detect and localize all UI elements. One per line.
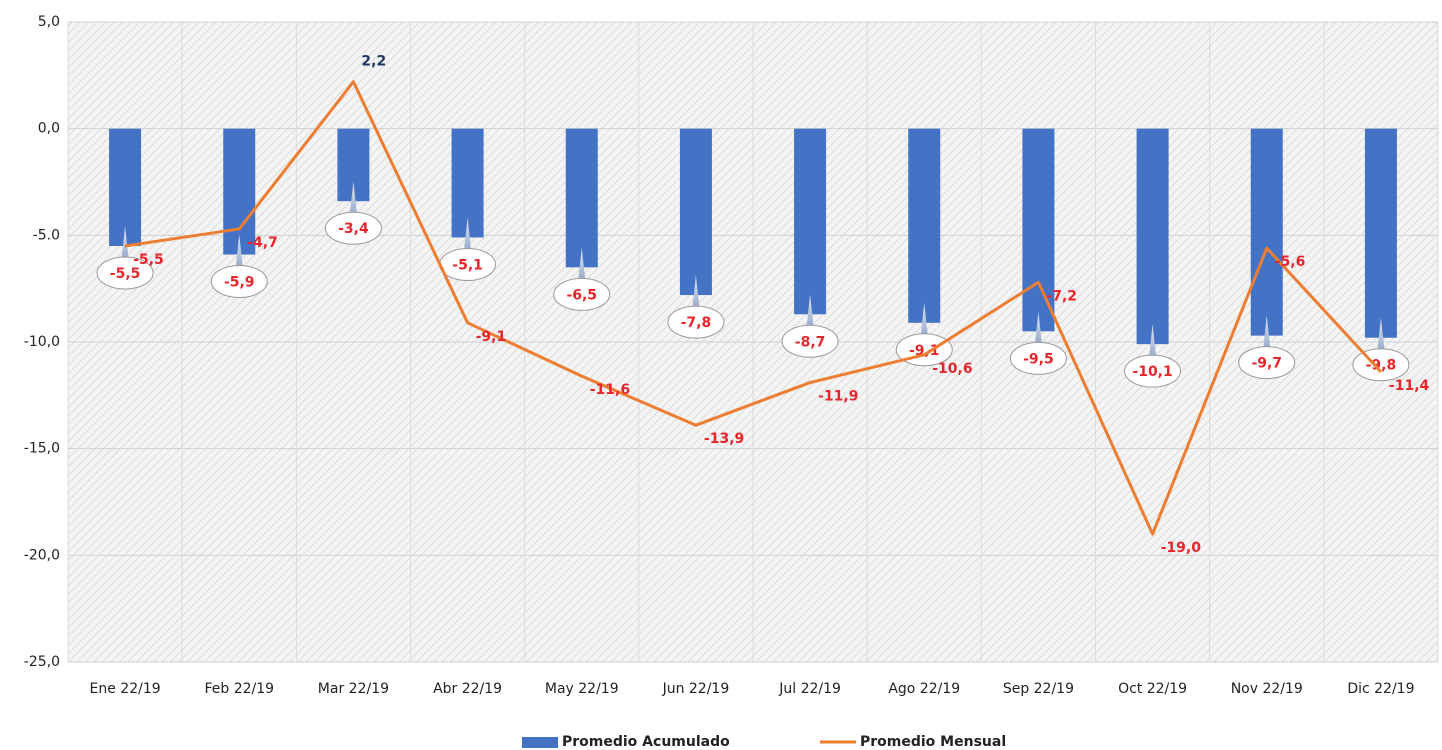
bar-value-label: -3,4 [338,221,369,237]
line-value-label: -11,6 [590,382,630,398]
y-tick-label: -10,0 [24,334,60,350]
bar [565,128,598,268]
x-tick-label: Ago 22/19 [888,681,960,697]
bar [908,128,941,323]
legend-label: Promedio Acumulado [562,734,730,750]
bar-value-label: -9,7 [1251,356,1282,372]
bar-value-label: -9,1 [909,343,940,359]
bar-value-label: -7,8 [681,315,712,331]
callout [96,256,154,290]
bar [1022,128,1055,332]
line [124,80,1383,536]
y-tick-label: -5.0 [33,227,60,243]
line-value-label: -19,0 [1161,540,1202,556]
line-value-label: -11,4 [1389,378,1430,394]
callout-spike [349,181,358,219]
callout [1009,341,1067,375]
line-value-label: -5,6 [1275,254,1306,270]
x-tick-label: Jul 22/19 [778,681,841,697]
x-tick-label: Nov 22/19 [1231,681,1303,697]
line-value-label: -13,9 [704,431,744,447]
bar-value-label: -8,7 [795,334,826,350]
line-value-label: -9,1 [476,329,507,345]
bar [1136,128,1169,345]
x-tick-label: Feb 22/19 [204,681,274,697]
x-tick-label: Ene 22/19 [90,681,161,697]
callout-spike [691,275,700,313]
bar-value-label: -6,5 [566,287,597,303]
callout [1238,346,1296,380]
line-value-label: 2,2 [361,54,386,70]
callout [210,265,268,299]
bar-value-label: -10,1 [1132,364,1172,380]
callout [781,324,839,358]
bar [223,128,256,255]
callout-spike [1262,315,1271,353]
x-tick-label: Oct 22/19 [1118,681,1187,697]
bar-value-label: -5,9 [224,275,255,291]
y-tick-label: -15,0 [24,441,60,457]
bar-value-label: -9,5 [1023,351,1054,367]
x-tick-label: Dic 22/19 [1347,681,1414,697]
y-tick-label: -25,0 [24,654,60,670]
bar [1364,128,1397,338]
line-value-label: -5,5 [133,252,164,268]
callout-spike [577,247,586,285]
callout-spike [1034,311,1043,349]
x-tick-label: Abr 22/19 [433,681,502,697]
legend-label: Promedio Mensual [860,734,1006,750]
line-value-label: -11,9 [818,389,858,405]
callout-spike [920,302,929,340]
callout [667,305,725,339]
y-tick-label: 0,0 [38,121,60,137]
bar-value-label: -5,5 [110,266,141,282]
y-tick-label: 5,0 [38,14,60,30]
callout [324,211,382,245]
callout-spike [463,217,472,255]
callout-spike [1148,324,1157,362]
bar [794,128,827,315]
x-tick-label: Jun 22/19 [662,681,730,697]
line-value-label: -7,2 [1046,288,1077,304]
x-tick-label: May 22/19 [545,681,619,697]
bar [1250,128,1283,336]
callout [1124,354,1182,388]
callout-spike [1376,317,1385,355]
bar [679,128,712,296]
callout-spike [235,234,244,272]
callout-spike [806,294,815,332]
line-value-label: -10,6 [932,361,972,377]
legend-swatch [522,737,558,748]
line-value-label: -4,7 [247,235,278,251]
callout [553,277,611,311]
bar-value-label: -5,1 [452,257,483,273]
y-tick-label: -20,0 [24,547,60,563]
x-tick-label: Mar 22/19 [318,681,389,697]
x-tick-label: Sep 22/19 [1003,681,1074,697]
